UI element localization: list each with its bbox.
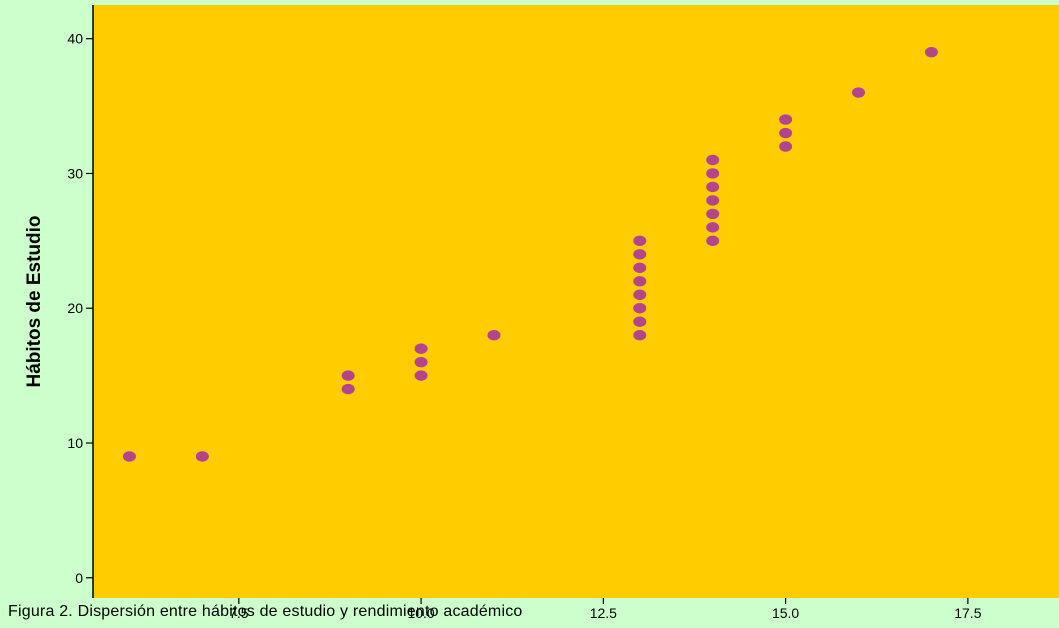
data-point	[633, 289, 647, 300]
y-tick-label: 20	[67, 300, 83, 316]
y-axis: 0 10 20 30 40	[67, 5, 94, 598]
data-point	[633, 303, 647, 314]
data-point	[122, 451, 136, 462]
data-point	[924, 46, 938, 58]
data-point	[852, 87, 866, 98]
y-tick-label: 30	[67, 165, 83, 181]
x-tick-label: 15.0	[772, 605, 799, 621]
data-point	[487, 329, 501, 341]
data-point	[706, 168, 720, 179]
data-point	[779, 141, 793, 152]
y-axis-label: Hábitos de Estudio	[24, 215, 45, 387]
data-point	[779, 127, 793, 139]
x-tick-label: 12.5	[590, 605, 617, 621]
data-point	[706, 208, 720, 220]
y-tick-label: 10	[67, 435, 83, 451]
x-tick-label: 10.0	[407, 605, 434, 621]
y-tick-label: 40	[67, 31, 83, 47]
data-point	[779, 114, 793, 125]
data-point	[341, 383, 355, 395]
data-point	[414, 370, 428, 381]
y-tick-label: 0	[75, 570, 83, 586]
data-point	[706, 181, 720, 193]
x-tick-label: 7.5	[229, 605, 249, 621]
data-point	[706, 235, 720, 247]
data-point	[633, 276, 647, 287]
data-point	[706, 154, 720, 166]
data-point	[195, 451, 209, 462]
data-points	[122, 46, 938, 462]
data-point	[341, 370, 355, 381]
data-point	[633, 316, 647, 327]
x-tick-label: 17.5	[954, 605, 981, 621]
data-point	[633, 249, 647, 260]
x-axis: 7.5 10.0 12.5 15.0 17.5	[229, 598, 982, 621]
data-point	[706, 195, 720, 206]
data-point	[633, 329, 647, 341]
figure-caption: Figura 2. Dispersión entre hábitos de es…	[8, 603, 523, 620]
data-point	[633, 235, 647, 247]
data-point	[706, 222, 720, 233]
data-point	[414, 356, 428, 368]
data-point	[414, 343, 428, 354]
plot-background	[93, 5, 1059, 598]
data-point	[633, 262, 647, 274]
